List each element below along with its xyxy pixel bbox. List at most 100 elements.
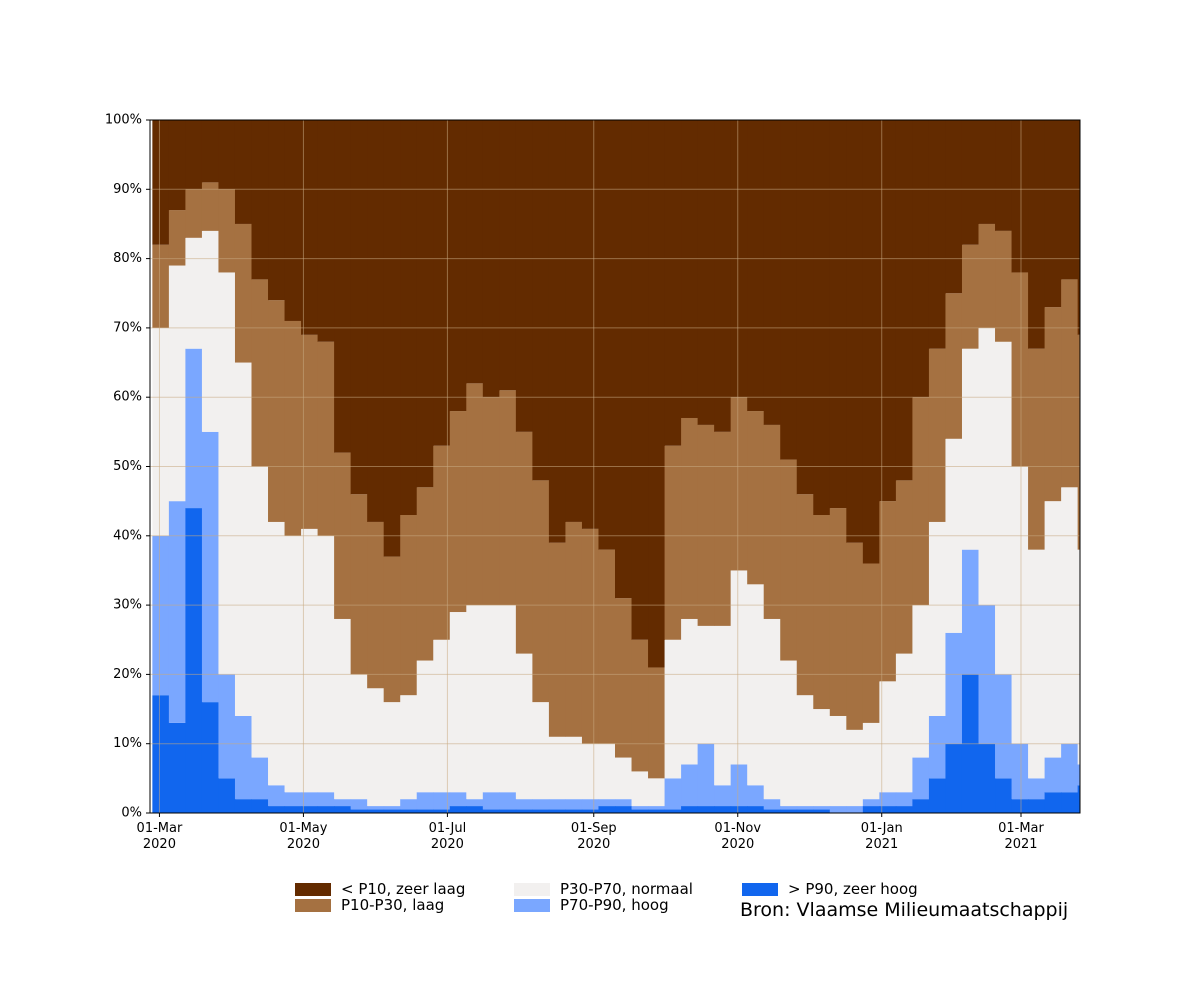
area-step (895, 653, 913, 793)
area-step (763, 424, 781, 619)
area-step (201, 230, 219, 432)
y-tick-label: 70% (113, 320, 142, 335)
area-step (218, 272, 236, 675)
area-step (681, 764, 699, 807)
area-step (201, 120, 219, 183)
area-step (1044, 501, 1062, 758)
legend-item: > P90, zeer hoog (742, 880, 918, 898)
y-tick-label: 0% (121, 806, 142, 821)
area-step (350, 809, 368, 813)
area-step (598, 120, 616, 550)
area-step (548, 120, 566, 543)
area-step (1044, 307, 1062, 502)
area-step (846, 806, 864, 813)
area-step (747, 584, 765, 786)
area-step (499, 390, 517, 606)
area-step (862, 806, 880, 813)
area-step (1044, 120, 1062, 308)
x-tick-label: 01-Nov 2020 (714, 821, 762, 852)
area-step (763, 809, 781, 813)
area-step (846, 729, 864, 807)
area-step (813, 515, 831, 710)
area-step (995, 230, 1013, 342)
x-tick-label: 01-Mar 2020 (136, 821, 183, 852)
legend-label: P30-P70, normaal (560, 880, 693, 898)
area-step (780, 459, 798, 661)
area-step (334, 120, 352, 453)
area-step (747, 120, 765, 412)
area-step (1061, 279, 1079, 488)
area-step (615, 120, 633, 599)
area-step (714, 785, 732, 807)
area-step (961, 120, 980, 245)
area-step (301, 334, 319, 529)
area-step (416, 792, 434, 810)
area-step (912, 757, 930, 800)
x-tick-label: 01-Mar 2021 (998, 821, 1044, 852)
area-step (301, 120, 319, 335)
area-step (796, 806, 814, 810)
area-step (912, 605, 930, 758)
area-step (350, 494, 368, 675)
area-step (449, 411, 467, 613)
area-step (1077, 785, 1081, 813)
area-step (714, 806, 732, 813)
area-step (598, 806, 616, 813)
legend-swatch (295, 882, 331, 896)
legend-item: P10-P30, laag (295, 896, 444, 914)
area-step (548, 736, 566, 800)
x-tick-label: 01-Sep 2020 (570, 821, 617, 852)
area-step (714, 431, 732, 626)
area-step (747, 806, 765, 813)
area-step (548, 809, 566, 813)
area-step (532, 120, 550, 481)
area-step (565, 736, 583, 800)
area-step (697, 424, 715, 626)
legend-swatch (295, 898, 331, 912)
area-step (895, 792, 913, 807)
area-step (829, 806, 847, 813)
area-step (201, 182, 219, 231)
area-step (928, 120, 946, 349)
area-step (598, 549, 616, 744)
y-tick-label: 100% (105, 113, 142, 128)
area-step (879, 792, 897, 807)
area-step (152, 244, 170, 328)
area-step (268, 785, 286, 807)
area-step (168, 722, 186, 813)
area-step (681, 120, 699, 418)
area-step (780, 806, 798, 810)
area-step (664, 639, 682, 779)
area-step (664, 120, 682, 446)
area-step (1011, 743, 1029, 800)
area-step (581, 799, 599, 810)
area-step (185, 348, 203, 509)
area-step (829, 715, 847, 807)
area-step (1011, 120, 1029, 273)
area-step (631, 771, 649, 807)
area-step (697, 806, 715, 813)
area-step (334, 799, 352, 807)
area-step (681, 618, 699, 765)
legend-item: P30-P70, normaal (514, 880, 693, 898)
area-step (416, 660, 434, 793)
area-step (829, 120, 847, 509)
area-step (648, 806, 666, 810)
area-step (1061, 120, 1079, 280)
area-step (846, 542, 864, 730)
area-step (565, 521, 583, 737)
area-step (631, 806, 649, 810)
source-note: Bron: Vlaamse Milieumaatschappij (740, 899, 1069, 921)
area-step (862, 120, 880, 564)
area-step (268, 120, 286, 301)
area-step (895, 806, 913, 813)
area-step (648, 120, 666, 668)
area-step (201, 431, 219, 703)
area-step (714, 625, 732, 786)
area-step (1028, 799, 1046, 813)
area-step (681, 417, 699, 619)
area-step (234, 799, 252, 813)
area-step (383, 806, 401, 810)
area-step (796, 120, 814, 495)
